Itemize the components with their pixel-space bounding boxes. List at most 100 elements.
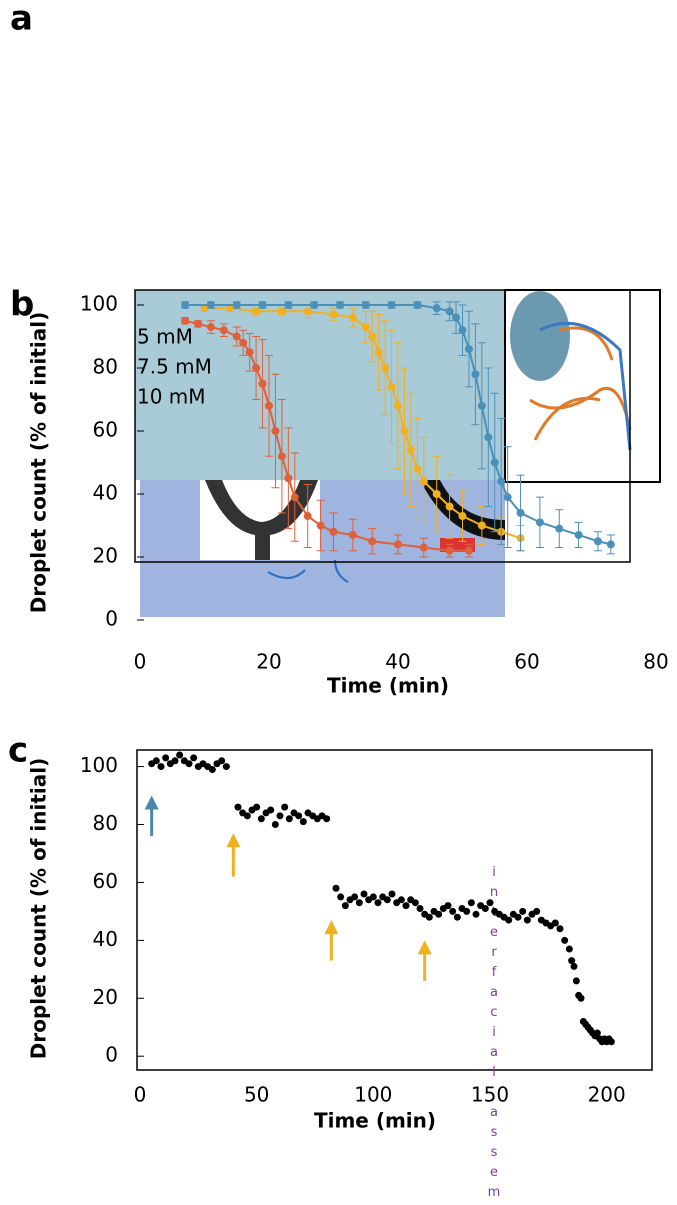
data-point xyxy=(157,763,165,771)
legend-label: 5 mM xyxy=(137,325,193,349)
data-point xyxy=(400,427,409,435)
data-point xyxy=(369,893,377,901)
data-point xyxy=(351,893,359,901)
legend-label: 7.5 mM xyxy=(137,355,212,379)
data-point xyxy=(219,326,228,335)
data-point xyxy=(419,477,428,486)
y-axis-label: Droplet count (% of initial) xyxy=(27,758,51,1059)
y-tick-label: 100 xyxy=(80,292,118,316)
data-point xyxy=(239,338,248,347)
data-point xyxy=(323,815,331,823)
data-point xyxy=(341,902,349,910)
data-point xyxy=(471,370,480,379)
data-point xyxy=(519,907,527,915)
y-tick-label: 80 xyxy=(93,811,118,835)
data-point xyxy=(232,332,241,341)
data-point xyxy=(271,821,279,829)
panel-label: a xyxy=(10,0,33,39)
data-point xyxy=(394,540,402,549)
data-point xyxy=(490,458,499,467)
data-point xyxy=(445,546,454,555)
panel-label: b xyxy=(10,285,34,325)
data-point xyxy=(381,364,390,372)
data-point xyxy=(568,957,576,965)
data-point xyxy=(337,893,345,901)
data-point xyxy=(181,301,190,309)
data-point xyxy=(190,754,198,762)
data-point xyxy=(181,316,190,325)
data-point xyxy=(416,905,424,912)
data-point xyxy=(503,493,512,502)
data-point xyxy=(360,890,368,898)
data-point xyxy=(368,537,377,546)
data-point xyxy=(208,765,216,773)
data-point xyxy=(295,812,303,820)
y-axis-label: Droplet count (% of initial) xyxy=(27,312,51,613)
data-point xyxy=(523,916,531,924)
data-point xyxy=(402,902,410,910)
data-point xyxy=(276,812,284,820)
data-point xyxy=(245,348,254,357)
y-tick-label: 40 xyxy=(93,927,118,951)
data-point xyxy=(368,332,377,341)
data-point xyxy=(477,521,486,530)
data-point xyxy=(234,803,242,811)
data-point xyxy=(435,910,443,918)
data-point xyxy=(467,899,475,907)
x-tick-label: 50 xyxy=(244,1083,269,1107)
x-tick-label: 0 xyxy=(134,650,147,674)
data-point xyxy=(332,884,340,892)
data-point xyxy=(388,890,396,898)
data-point xyxy=(194,319,203,328)
data-point xyxy=(533,907,541,915)
data-point xyxy=(577,994,585,1002)
image-overlay xyxy=(529,326,632,441)
data-point xyxy=(453,913,461,921)
data-point xyxy=(374,348,383,357)
data-point xyxy=(514,913,522,921)
data-point xyxy=(607,1038,615,1046)
annotation: interfacial assembly xyxy=(487,865,502,1205)
data-point xyxy=(413,464,422,473)
data-point xyxy=(226,304,235,313)
x-axis-label: Time (min) xyxy=(327,674,449,698)
data-point xyxy=(277,307,286,316)
data-point xyxy=(348,313,357,322)
data-point xyxy=(556,925,564,933)
data-point xyxy=(432,490,441,498)
data-point xyxy=(267,806,275,814)
data-point xyxy=(200,304,209,313)
data-point xyxy=(284,474,293,483)
data-point xyxy=(458,512,467,521)
data-point xyxy=(329,310,338,319)
data-point xyxy=(445,502,454,511)
data-point xyxy=(171,757,179,765)
data-point xyxy=(444,902,452,910)
y-tick-label: 60 xyxy=(93,869,118,893)
data-point xyxy=(397,896,405,904)
data-point xyxy=(551,919,559,927)
data-point xyxy=(463,907,471,915)
plot-frame xyxy=(134,289,631,563)
x-tick-label: 40 xyxy=(385,650,410,674)
arrow-head xyxy=(226,833,241,848)
data-point xyxy=(310,301,319,309)
plot-frame xyxy=(136,749,653,1071)
data-point xyxy=(218,757,226,765)
data-point xyxy=(486,899,494,907)
data-point xyxy=(185,760,193,768)
data-point xyxy=(284,301,293,309)
data-point xyxy=(561,936,569,944)
data-point xyxy=(458,326,467,335)
data-point xyxy=(252,307,261,316)
panel-label: c xyxy=(8,731,28,771)
image-overlay xyxy=(510,291,570,381)
image-overlay xyxy=(205,480,318,560)
data-point xyxy=(411,899,419,907)
data-point xyxy=(481,905,489,912)
data-point xyxy=(425,913,433,921)
y-tick-label: 20 xyxy=(93,985,118,1009)
data-point xyxy=(277,452,286,461)
data-point xyxy=(222,763,230,771)
